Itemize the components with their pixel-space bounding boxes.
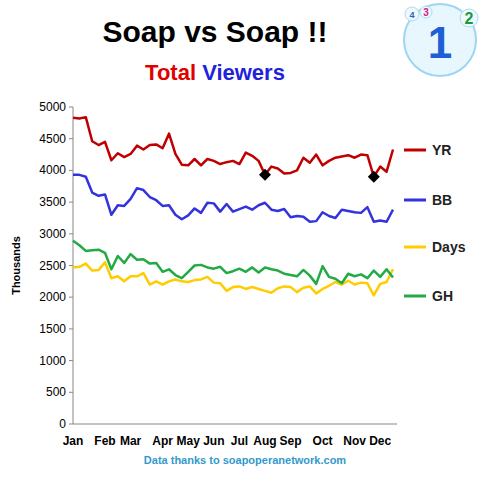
series-line (73, 175, 393, 222)
title: Soap vs Soap !! (102, 15, 327, 48)
x-tick-label: Sep (280, 434, 302, 448)
logo-bubble-small (405, 7, 419, 21)
logo-bubble-small (460, 9, 478, 27)
y-tick (69, 265, 73, 266)
logo-digit: 1 (428, 18, 452, 67)
logo: 12 34 (404, 4, 478, 76)
y-tick-label: 1500 (39, 322, 66, 336)
x-tick-label: Dec (369, 434, 391, 448)
logo-digit: 4 (409, 10, 414, 20)
y-tick-label: 2500 (39, 259, 66, 273)
logo-bubble (404, 4, 476, 76)
legend-swatch (404, 246, 426, 249)
y-tick (69, 392, 73, 393)
x-tick-label: Jun (203, 434, 224, 448)
y-tick-label: 1000 (39, 354, 66, 368)
plot-area (73, 117, 393, 295)
y-tick (69, 107, 73, 108)
series-line (73, 241, 393, 284)
x-tick-label: Apr (152, 434, 173, 448)
legend-label: YR (432, 142, 451, 158)
y-tick (69, 170, 73, 171)
diamond-marker (259, 169, 271, 181)
x-tick-label: Nov (343, 434, 366, 448)
logo-digit: 3 (423, 7, 429, 18)
y-tick (69, 360, 73, 361)
legend-swatch (404, 149, 426, 152)
legend-label: BB (432, 192, 452, 208)
legend-swatch (404, 295, 426, 298)
y-tick (69, 233, 73, 234)
subtitle-word: Viewers (196, 60, 285, 85)
subtitle: Total Viewers (145, 60, 285, 85)
diamond-marker (368, 171, 380, 183)
x-tick-label: Oct (313, 434, 333, 448)
x-tick-label: Aug (253, 434, 276, 448)
x-tick-label: May (177, 434, 201, 448)
background (0, 0, 490, 482)
legend-label: GH (432, 288, 453, 304)
subtitle-word: Total (145, 60, 196, 85)
y-tick (69, 424, 73, 425)
y-tick-label: 4000 (39, 163, 66, 177)
x-tick-label: Feb (94, 434, 115, 448)
x-axis (73, 424, 397, 425)
y-tick (69, 328, 73, 329)
y-tick (69, 202, 73, 203)
logo-digit: 2 (465, 10, 474, 27)
y-tick-label: 0 (59, 417, 66, 431)
legend-swatch (404, 199, 426, 202)
y-tick-label: 3500 (39, 195, 66, 209)
y-tick (69, 138, 73, 139)
series-line (73, 117, 393, 177)
y-tick-label: 2000 (39, 290, 66, 304)
source-note: Data thanks to soapoperanetwork.com (144, 454, 347, 466)
y-tick-label: 4500 (39, 132, 66, 146)
x-tick-label: Jul (231, 434, 248, 448)
y-tick (69, 297, 73, 298)
x-tick-label: Mar (120, 434, 142, 448)
y-tick-label: 3000 (39, 227, 66, 241)
legend-label: Days (432, 239, 466, 255)
x-tick-label: Jan (63, 434, 84, 448)
y-tick-label: 500 (46, 385, 66, 399)
y-tick-label: 5000 (39, 100, 66, 114)
logo-bubble-small (420, 6, 432, 18)
legend: YR BB Days GH (404, 142, 466, 304)
y-axis-title: Thousands (10, 236, 22, 295)
chart: Soap vs Soap !! Total Viewers 12 34 0 500 1000… (0, 0, 490, 482)
